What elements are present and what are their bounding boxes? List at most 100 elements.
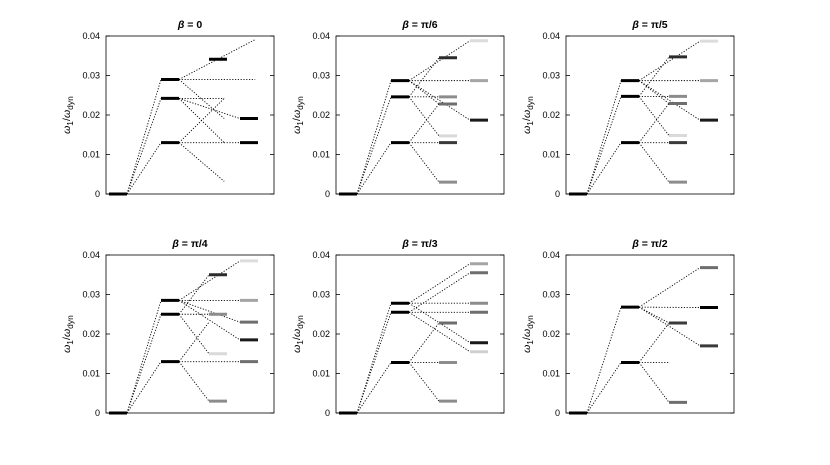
y-tick-label: 0 [95,189,100,199]
y-tick-label: 0.01 [542,369,560,379]
connector-line [586,80,622,195]
y-tick-label: 0.02 [542,110,560,120]
y-tick-label: 0 [555,189,560,199]
connector-line [356,312,392,414]
connector-line [178,79,225,119]
y-tick-label: 0.04 [312,250,330,260]
connector-line [126,314,162,414]
y-axis-label: ω1/ωdyn [291,96,305,134]
y-tick-label: 0.03 [542,290,560,300]
connector-line [638,80,701,121]
connector-line [586,307,622,414]
connector-line [408,40,471,82]
y-tick-label: 0 [325,408,330,418]
connector-line [638,267,701,308]
y-tick-label: 0.03 [312,71,330,81]
y-tick-label: 0.01 [82,150,100,160]
subplot: 0 0.01 0.02 0.03 0.04 ω1/ωdyn β = π/5 [521,19,735,199]
subplot-title: β = π/4 [171,238,207,250]
subplot: 0 0.01 0.02 0.03 0.04 ω1/ωdyn β = π/2 [521,238,735,418]
connector-line [408,322,440,363]
connector-line [408,142,440,183]
y-tick-label: 0.04 [542,31,560,41]
y-tick-label: 0 [325,189,330,199]
connector-line [638,103,670,143]
y-tick-label: 0.04 [312,31,330,41]
y-tick-label: 0 [555,408,560,418]
subplot: 0 0.01 0.02 0.03 0.04 ω1/ωdyn β = π/6 [291,19,505,199]
connector-line [356,80,392,195]
subplot: 0 0.01 0.02 0.03 0.04 ω1/ωdyn β = π/4 [61,238,275,418]
connector-line [408,302,471,344]
connector-line [356,142,392,195]
y-tick-label: 0.01 [82,369,100,379]
connector-line [408,311,471,353]
connector-line [638,306,701,347]
connector-line [408,263,471,304]
connector-line [356,303,392,414]
connector-line [178,300,241,323]
plot-frame [565,254,735,414]
connector-line [126,361,162,414]
plot-frame [335,35,505,195]
y-axis-label: ω1/ωdyn [61,315,75,353]
y-tick-label: 0.03 [82,290,100,300]
connector-line [638,40,701,82]
y-tick-label: 0.01 [312,150,330,160]
connector-line [638,96,670,136]
y-tick-label: 0.02 [312,329,330,339]
connector-line [408,80,440,105]
connector-line [178,142,225,182]
connector-line [178,321,210,362]
connector-line [586,362,622,414]
y-tick-label: 0.02 [82,110,100,120]
connector-line [408,272,471,313]
connector-line [178,313,210,355]
connector-line [178,260,241,301]
y-axis-label: ω1/ωdyn [291,315,305,353]
y-tick-label: 0.04 [82,31,100,41]
connector-line [638,80,670,104]
connector-line [178,98,225,143]
plot-frame [105,35,275,195]
y-tick-label: 0.02 [312,110,330,120]
connector-line [178,361,210,402]
connector-line [638,362,670,403]
connector-line [356,362,392,414]
y-tick-label: 0.04 [542,250,560,260]
connector-line [178,97,241,119]
connector-line [126,98,162,195]
subplot-title: β = π/6 [401,19,437,31]
connector-line [638,142,670,183]
connector-line [638,322,670,363]
connector-line [178,274,210,315]
y-tick-label: 0.02 [82,329,100,339]
connector-line [408,80,471,121]
connector-line [638,306,670,324]
y-axis-label: ω1/ωdyn [521,96,535,134]
connector-line [126,142,162,195]
subplot: 0 0.01 0.02 0.03 0.04 ω1/ωdyn β = π/3 [291,238,505,418]
y-tick-label: 0.01 [312,369,330,379]
connector-line [178,300,241,341]
y-axis-label: ω1/ωdyn [521,315,535,353]
plot-frame [335,254,505,414]
plot-frame [105,254,275,414]
connector-line [408,103,440,143]
y-tick-label: 0.02 [542,329,560,339]
connector-line [586,142,622,195]
y-tick-label: 0.03 [312,290,330,300]
y-tick-label: 0.03 [542,71,560,81]
subplot-title: β = π/3 [401,238,437,250]
y-tick-label: 0.04 [82,250,100,260]
y-tick-label: 0.01 [542,150,560,160]
subplot-title: β = π/5 [631,19,667,31]
connector-line [356,96,392,195]
plot-frame [565,35,735,195]
subplot-title: β = 0 [177,19,202,31]
connector-line [586,96,622,195]
connector-line [408,96,440,137]
y-tick-label: 0 [95,408,100,418]
connector-line [126,79,162,195]
